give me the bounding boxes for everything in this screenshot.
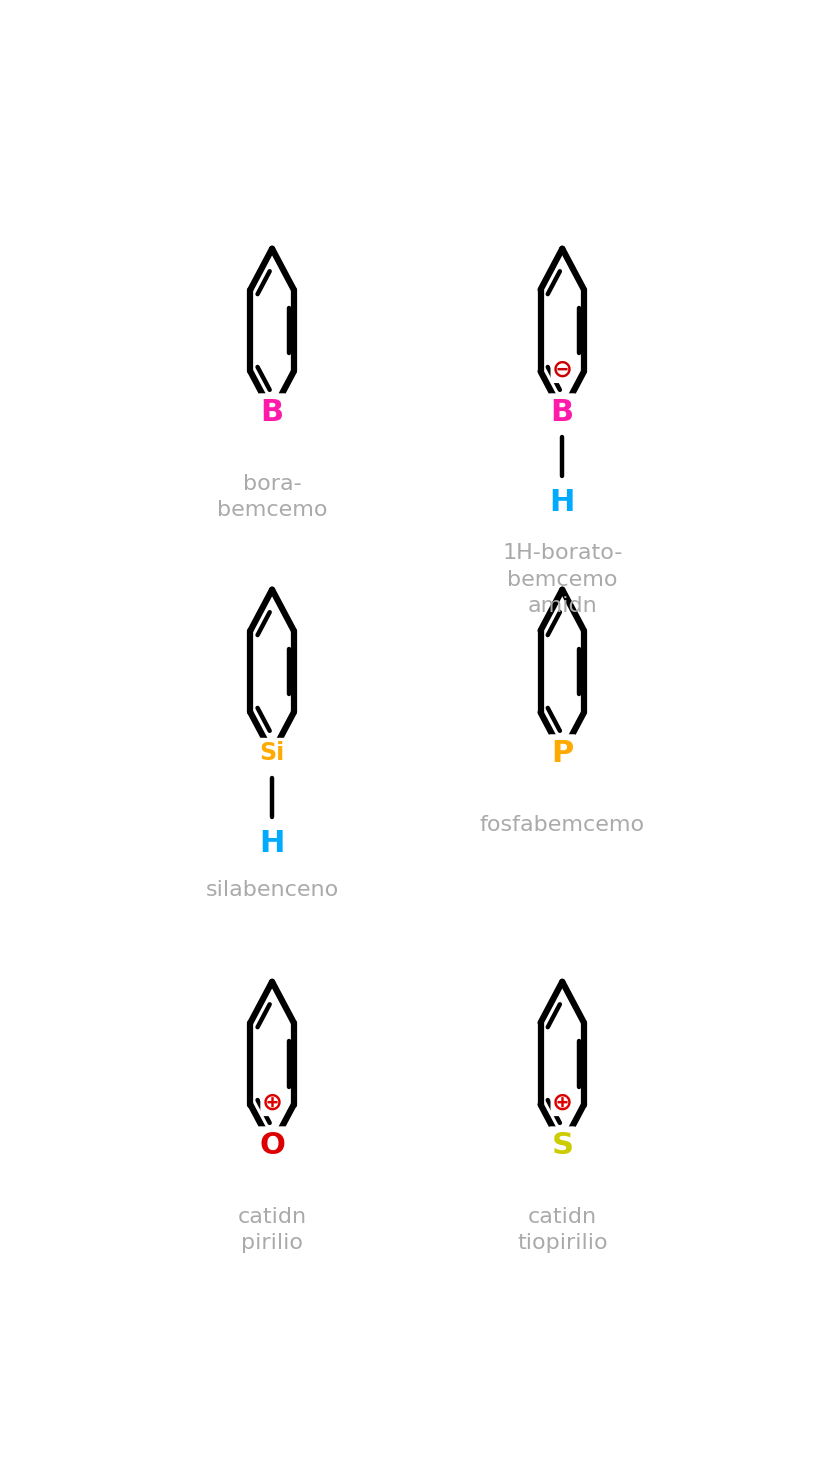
Text: S: S [551, 1131, 573, 1160]
Text: 1H-borato-
bemcemo
amidn: 1H-borato- bemcemo amidn [502, 543, 623, 615]
Text: B: B [551, 399, 574, 427]
Text: catidn
pirilio: catidn pirilio [238, 1207, 307, 1253]
Text: O: O [259, 1131, 285, 1160]
Text: ⊕: ⊕ [552, 1091, 573, 1114]
Text: silabenceno: silabenceno [205, 880, 339, 900]
Text: H: H [549, 489, 575, 517]
Text: ⊖: ⊖ [552, 357, 573, 382]
Text: ⊕: ⊕ [261, 1091, 282, 1114]
Text: catidn
tiopirilio: catidn tiopirilio [517, 1207, 607, 1253]
Text: Si: Si [260, 741, 285, 766]
Text: fosfabemcemo: fosfabemcemo [479, 815, 645, 835]
Text: B: B [260, 399, 283, 427]
Text: P: P [551, 739, 573, 768]
Text: bora-
bemcemo: bora- bemcemo [217, 474, 327, 520]
Text: H: H [260, 830, 285, 858]
